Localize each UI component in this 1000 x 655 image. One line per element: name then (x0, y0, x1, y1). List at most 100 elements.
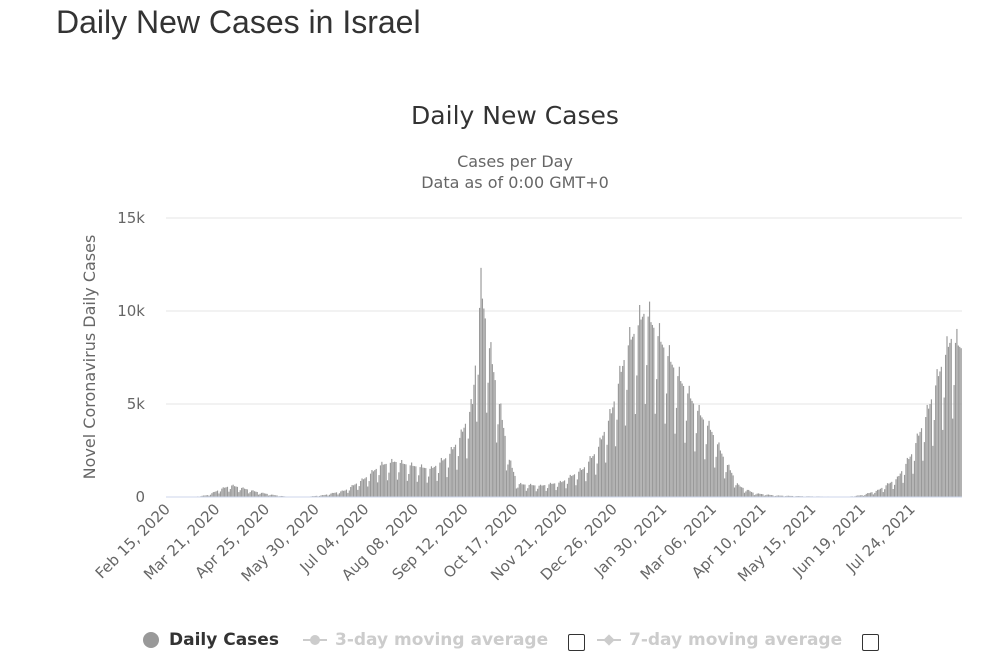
bar (367, 486, 369, 497)
bar (422, 467, 424, 497)
bar (731, 472, 733, 497)
bar (323, 495, 325, 497)
bar (275, 495, 277, 497)
bar (733, 487, 736, 497)
bar (456, 469, 458, 497)
chart-subtitle-line1: Cases per Day (457, 152, 573, 171)
bar (644, 404, 646, 497)
bar (694, 451, 696, 497)
bar (639, 304, 641, 497)
3-day-average-checkbox[interactable] (568, 634, 585, 651)
bar (782, 495, 784, 497)
bar (221, 488, 223, 497)
bar (365, 477, 367, 497)
bar (665, 393, 668, 497)
bar (766, 494, 768, 497)
legend-item-3-day-average[interactable]: 3-day moving average (303, 628, 548, 652)
bar (256, 491, 258, 497)
bar (474, 365, 476, 497)
bar (260, 492, 263, 497)
bar (899, 473, 901, 497)
bar (347, 492, 349, 497)
bar (746, 489, 748, 497)
bar (650, 322, 652, 497)
bar (780, 495, 782, 497)
bar (521, 484, 523, 497)
7-day-average-checkbox[interactable] (862, 634, 879, 651)
legend-item-daily-cases[interactable]: Daily Cases (143, 628, 279, 652)
bar (241, 487, 243, 497)
bar (386, 480, 389, 497)
bar (946, 336, 948, 497)
bar (530, 483, 532, 497)
bar (498, 404, 501, 497)
bar (705, 444, 707, 497)
bar (724, 478, 726, 497)
bar (875, 490, 877, 497)
bar (767, 494, 770, 497)
bar (656, 379, 658, 497)
bar (916, 433, 918, 497)
bar (865, 493, 867, 497)
bar (357, 489, 359, 497)
bar (480, 267, 482, 497)
bar (409, 465, 411, 497)
bar (770, 495, 772, 497)
bar (514, 475, 516, 497)
bar (369, 473, 372, 497)
bar (362, 479, 365, 497)
bar (238, 492, 240, 497)
y-tick-label: 15k (117, 209, 145, 227)
bars (195, 267, 962, 498)
bar (711, 431, 713, 497)
bar (742, 487, 744, 497)
bar (682, 386, 685, 497)
bar (688, 385, 690, 497)
bar (443, 459, 445, 497)
bar (718, 442, 720, 497)
bar (341, 490, 343, 497)
bar (541, 485, 543, 497)
bar (445, 458, 447, 497)
bar (245, 489, 247, 497)
bar (932, 445, 934, 497)
bar (360, 480, 362, 497)
bar (209, 494, 212, 497)
bar (745, 491, 747, 497)
bar (712, 435, 714, 497)
bar (331, 492, 333, 497)
bar (607, 420, 610, 497)
bar (636, 375, 638, 497)
bar (496, 442, 498, 497)
bar (515, 488, 518, 497)
bar (453, 446, 455, 497)
bar (624, 425, 627, 497)
bar (486, 412, 488, 497)
legend-marker-line-circle-icon (303, 634, 327, 646)
bar (501, 419, 503, 497)
bar (653, 327, 655, 497)
bar (869, 492, 872, 497)
legend-item-7-day-average[interactable]: 7-day moving average (597, 628, 842, 652)
bar (626, 389, 628, 497)
bar (855, 495, 857, 497)
bar (641, 316, 644, 497)
bar (436, 480, 438, 497)
bar (674, 433, 676, 497)
bar (920, 428, 923, 497)
bar (328, 494, 331, 497)
bar (787, 495, 789, 497)
bar (763, 495, 765, 497)
bar (736, 483, 738, 497)
bar (721, 453, 723, 497)
bar (750, 491, 753, 497)
bar (643, 313, 645, 497)
bar (630, 339, 632, 497)
page-title: Daily New Cases in Israel (56, 4, 421, 40)
chart-title: Daily New Cases (411, 101, 619, 130)
bar (395, 462, 397, 497)
bar (351, 485, 353, 497)
bar (207, 495, 209, 497)
bar (614, 446, 617, 497)
bar (648, 301, 651, 497)
